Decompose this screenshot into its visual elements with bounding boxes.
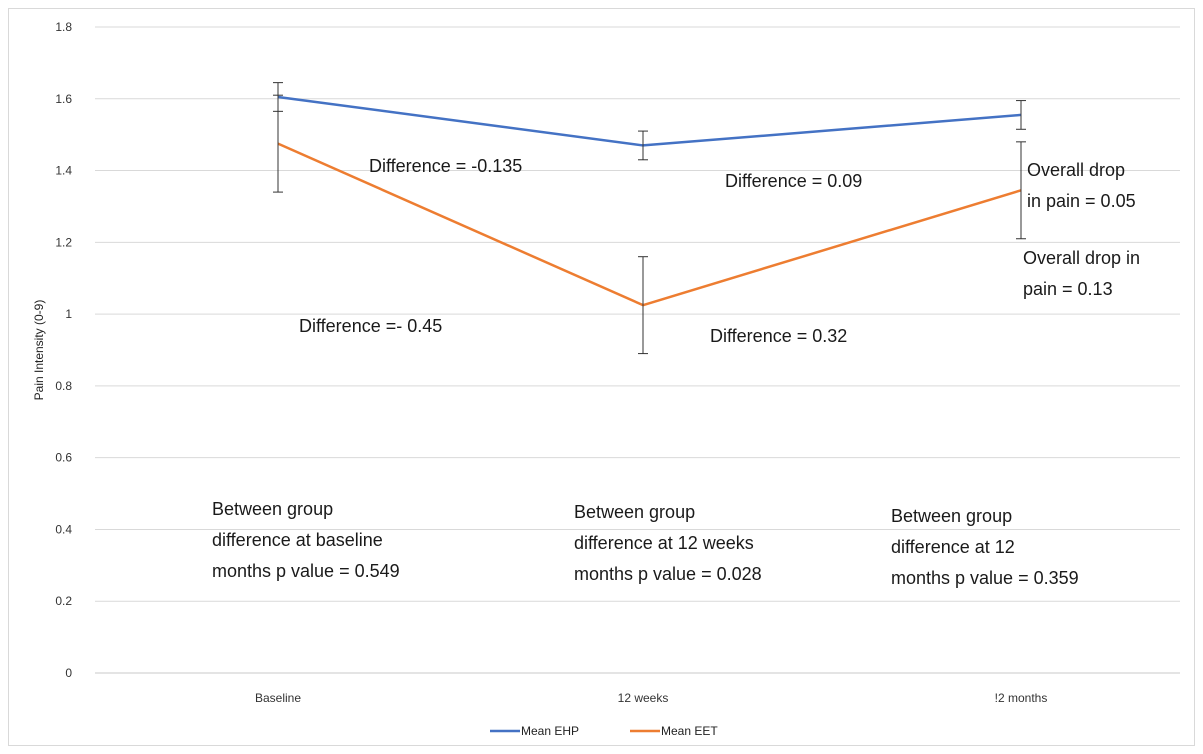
annotation-text: Between group difference at baseline month… [212, 499, 400, 581]
series-mean-eet [273, 94, 1026, 355]
legend-item: Mean EET [630, 724, 718, 738]
y-tick-label: 1 [65, 307, 72, 321]
y-tick-labels: 0 0.2 0.4 0.6 0.8 1 1.2 1.4 1.6 1.8 [55, 20, 72, 680]
annotation-text: Between group difference at 12 months p va… [891, 506, 1079, 588]
annotation-text: Difference = 0.09 [725, 171, 862, 191]
annotations: Difference = -0.135 Difference = 0.09 Over… [212, 156, 1140, 588]
error-bar [638, 130, 648, 161]
y-tick-label: 0.4 [55, 522, 72, 536]
series-layer [273, 82, 1026, 355]
series-mean-ehp [273, 82, 1026, 161]
annotation-line: difference at baseline [212, 530, 383, 550]
annotation-text: Difference =- 0.45 [299, 316, 442, 336]
error-bar [273, 94, 283, 193]
y-tick-label: 1.2 [55, 235, 72, 249]
x-tick-label: Baseline [255, 691, 301, 705]
annotation-line: months p value = 0.359 [891, 568, 1079, 588]
legend-item: Mean EHP [490, 724, 579, 738]
annotation-line: months p value = 0.549 [212, 561, 400, 581]
annotation-line: difference at 12 [891, 537, 1015, 557]
y-tick-label: 0.2 [55, 594, 72, 608]
legend-label: Mean EHP [521, 724, 579, 738]
annotation-text: Overall drop in pain = 0.05 [1027, 160, 1136, 211]
annotation-line: months p value = 0.028 [574, 564, 762, 584]
annotation-line: Overall drop [1027, 160, 1125, 180]
annotation-line: in pain = 0.05 [1027, 191, 1136, 211]
y-tick-label: 1.4 [55, 164, 72, 178]
annotation-line: pain = 0.13 [1023, 279, 1113, 299]
error-bar [1016, 100, 1026, 130]
y-tick-label: 0.6 [55, 451, 72, 465]
annotation-line: Difference =- 0.45 [299, 316, 442, 336]
annotation-line: Difference = 0.32 [710, 326, 847, 346]
x-tick-label: !2 months [995, 691, 1048, 705]
gridlines [95, 26, 1180, 674]
y-tick-label: 0.8 [55, 379, 72, 393]
y-tick-label: 0 [65, 666, 72, 680]
annotation-line: difference at 12 weeks [574, 533, 754, 553]
x-tick-labels: Baseline 12 weeks !2 months [255, 691, 1047, 705]
x-tick-label: 12 weeks [618, 691, 669, 705]
legend: Mean EHP Mean EET [490, 724, 718, 738]
annotation-line: Between group [891, 506, 1012, 526]
y-tick-label: 1.6 [55, 92, 72, 106]
annotation-text: Overall drop in pain = 0.13 [1023, 248, 1140, 299]
annotation-line: Difference = -0.135 [369, 156, 522, 176]
series-line [277, 95, 1022, 147]
y-tick-label: 1.8 [55, 20, 72, 34]
chart-frame [8, 8, 1195, 746]
y-axis-label: Pain Intensity (0-9) [32, 300, 46, 401]
annotation-line: Overall drop in [1023, 248, 1140, 268]
annotation-text: Between group difference at 12 weeks month… [574, 502, 762, 584]
error-bar [1016, 141, 1026, 240]
annotation-line: Difference = 0.09 [725, 171, 862, 191]
error-bar [638, 256, 648, 355]
annotation-line: Between group [212, 499, 333, 519]
legend-label: Mean EET [661, 724, 718, 738]
annotation-text: Difference = 0.32 [710, 326, 847, 346]
annotation-text: Difference = -0.135 [369, 156, 522, 176]
annotation-line: Between group [574, 502, 695, 522]
